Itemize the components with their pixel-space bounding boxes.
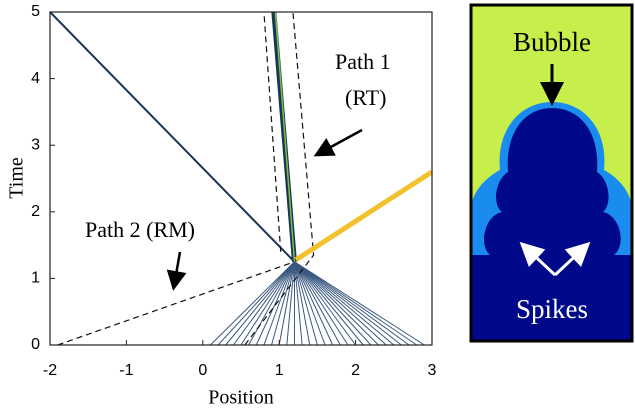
characteristic (294, 262, 409, 345)
x-tick-label: 1 (275, 362, 284, 379)
y-tick-label: 1 (31, 270, 40, 287)
series-line (296, 172, 432, 260)
figure: Position Time Path 1 (RT) Path 2 (RM) Bu… (0, 0, 635, 414)
characteristic (294, 262, 355, 345)
y-tick-label: 2 (31, 203, 40, 220)
arrow (318, 130, 362, 154)
inset-label: Spikes (516, 294, 588, 324)
characteristic (294, 262, 416, 345)
x-tick-label: 0 (198, 362, 207, 379)
characteristic (264, 262, 295, 345)
x-tick-label: 3 (428, 362, 437, 379)
series-line (275, 12, 294, 262)
characteristic (294, 262, 363, 345)
annotation: Path 1 (335, 49, 391, 74)
y-tick-label: 3 (31, 136, 40, 153)
arrow (174, 252, 180, 286)
y-tick-label: 0 (31, 336, 40, 353)
x-tick-label: 2 (351, 362, 360, 379)
y-tick-label: 5 (31, 3, 40, 20)
x-axis-label: Position (208, 387, 274, 409)
x-tick-label: -2 (43, 362, 57, 379)
annotation: (RT) (345, 85, 386, 110)
annotation: Path 2 (RM) (85, 217, 195, 242)
y-axis-label: Time (6, 157, 28, 199)
x-tick-label: -1 (119, 362, 133, 379)
inset: Bubble Spikes (471, 5, 632, 341)
y-tick-label: 4 (31, 70, 40, 87)
characteristic (294, 262, 401, 345)
characteristic (233, 262, 294, 345)
inset-label: Bubble (513, 27, 591, 57)
